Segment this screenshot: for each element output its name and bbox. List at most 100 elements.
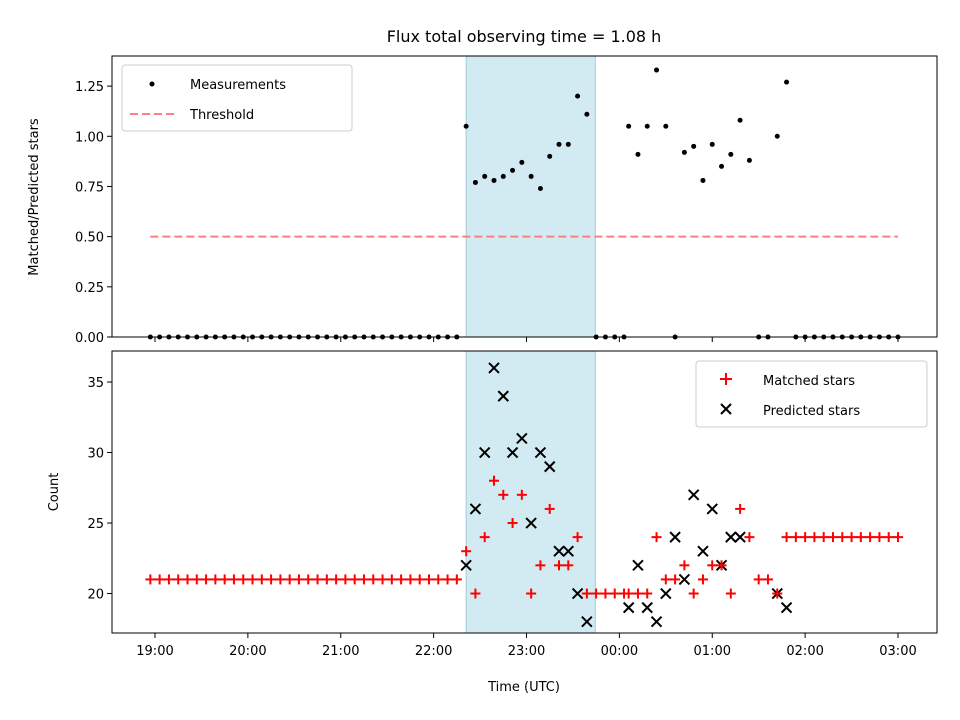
matched-star-point [535,560,546,571]
measurement-point [644,123,650,129]
matched-star-point [423,574,434,585]
predicted-star-point [581,616,593,628]
predicted-star-point [553,545,565,557]
x-tick-label: 01:00 [694,644,731,659]
measurement-point [663,123,669,129]
top-legend: Measurements Threshold [121,64,353,132]
measurement-point [681,149,687,155]
measurement-point [654,67,660,73]
matched-star-point [442,574,453,585]
measurement-point [691,143,697,149]
matched-star-point [809,532,820,543]
predicted-star-point [678,573,691,586]
matched-star-point [396,574,407,585]
matched-star-point [762,574,773,585]
predicted-star-point [525,517,537,529]
matched-star-point [340,574,351,585]
x-tick-label: 03:00 [879,644,916,659]
predicted-star-point [780,601,793,614]
predicted-star-point [669,531,681,543]
matched-star-point [312,574,323,585]
measurement-point [500,173,506,179]
top-y-tick-label: 0.00 [75,331,104,346]
matched-star-point [321,574,332,585]
matched-star-point [855,532,866,543]
matched-star-point [368,574,379,585]
measurement-point [728,151,734,157]
matched-star-point [660,574,671,585]
matched-star-point [707,560,718,571]
measurement-point [463,123,469,129]
matched-star-point [725,588,736,599]
matched-star-point [182,574,193,585]
matched-star-point [772,588,783,599]
bottom-legend-box [695,360,928,428]
measurement-point [575,93,581,99]
bottom-y-tick-label: 25 [87,517,104,532]
x-tick-label: 22:00 [415,644,452,659]
top-y-axis-label: Matched/Predicted stars [27,118,42,276]
legend-measurements-marker [149,81,155,87]
matched-star-point [651,532,662,543]
matched-star-point [846,532,857,543]
top-y-tick-label: 1.00 [75,130,104,145]
matched-star-point [414,574,425,585]
measurement-point [709,141,715,147]
matched-star-point [670,574,681,585]
matched-star-point [358,574,369,585]
matched-star-point [507,518,518,529]
matched-star-point [623,588,634,599]
top-y-tick-label: 0.75 [75,180,104,195]
matched-star-point [451,574,462,585]
predicted-star-point [544,460,556,473]
legend-measurements-label: Measurements [190,78,286,93]
matched-star-point [865,532,876,543]
matched-star-point [201,574,212,585]
matched-star-point [581,588,592,599]
measurement-point [719,163,725,169]
count-points [145,362,903,628]
matched-star-point [331,574,342,585]
bottom-y-axis-label: Count [47,473,62,512]
matched-star-point [818,532,829,543]
matched-star-point [173,574,184,585]
matched-star-point [874,532,885,543]
measurement-point [700,177,706,183]
matched-star-point [632,588,643,599]
measurement-point [472,179,478,185]
matched-star-point [377,574,388,585]
predicted-star-point [660,587,672,600]
observing-window-shade-bottom [465,350,596,634]
measurement-point [746,157,752,163]
legend-matched-marker [720,373,732,385]
top-y-tick-label: 0.50 [75,231,104,246]
legend-predicted-label: Predicted stars [763,404,860,419]
matched-star-point [790,532,801,543]
observing-window-shade-top [465,55,596,338]
predicted-star-point [469,503,482,515]
bottom-panel: 20 25 30 35 19:00 20:00 21:00 22:00 23:00 00:00 0… [47,350,938,695]
legend-matched-label: Matched stars [763,374,855,389]
measurement-point [774,133,780,139]
matched-star-point [837,532,848,543]
matched-star-point [386,574,397,585]
matched-star-point [219,574,230,585]
matched-star-point [781,532,792,543]
matched-star-point [609,588,620,599]
matched-star-point [827,532,838,543]
measurement-point [528,173,534,179]
top-x-ticks [154,337,899,342]
legend-predicted-marker [720,403,732,415]
matched-star-point [893,532,903,543]
matched-star-point [293,574,304,585]
top-y-ticks: 0.00 0.25 0.50 0.75 1.00 1.25 [75,80,112,346]
matched-star-point [154,574,165,585]
matched-star-point [405,574,416,585]
measurement-point [482,173,488,179]
matched-star-point [563,560,574,571]
matched-star-point [163,574,174,585]
measurement-point [635,151,641,157]
measurement-point [519,159,525,165]
matched-star-point [554,560,565,571]
